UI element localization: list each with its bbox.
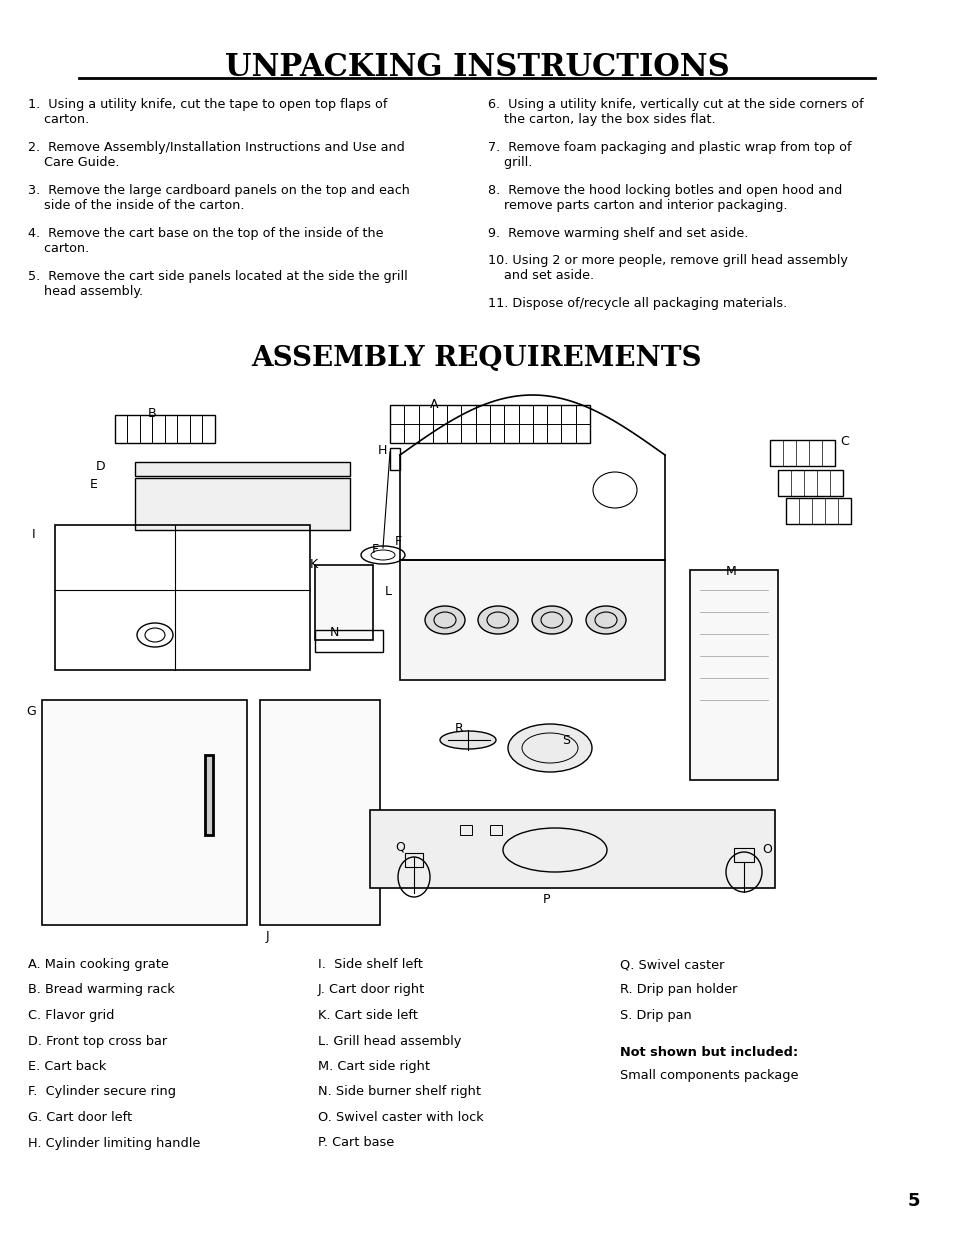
Text: M. Cart side right: M. Cart side right xyxy=(317,1060,430,1073)
Bar xyxy=(390,405,589,443)
Bar xyxy=(390,448,399,471)
Text: J. Cart door right: J. Cart door right xyxy=(317,983,425,997)
Bar xyxy=(42,700,247,925)
Text: I: I xyxy=(32,529,35,541)
Text: S. Drip pan: S. Drip pan xyxy=(619,1009,691,1023)
Bar xyxy=(135,478,350,530)
Bar xyxy=(689,571,778,781)
Text: 8.  Remove the hood locking botles and open hood and
    remove parts carton and: 8. Remove the hood locking botles and op… xyxy=(488,184,841,212)
Bar xyxy=(135,462,350,475)
Text: N: N xyxy=(330,626,339,638)
Text: Small components package: Small components package xyxy=(619,1070,798,1083)
Text: 5.  Remove the cart side panels located at the side the grill
    head assembly.: 5. Remove the cart side panels located a… xyxy=(28,270,407,298)
Bar xyxy=(769,440,834,466)
Text: R: R xyxy=(455,722,463,735)
Bar xyxy=(260,700,379,925)
Text: G: G xyxy=(26,705,35,718)
Ellipse shape xyxy=(585,606,625,634)
Bar xyxy=(370,810,774,888)
Bar xyxy=(459,825,472,835)
Text: P: P xyxy=(542,893,550,906)
Text: L: L xyxy=(385,585,392,598)
Bar xyxy=(314,564,373,640)
Text: R. Drip pan holder: R. Drip pan holder xyxy=(619,983,737,997)
Text: Q: Q xyxy=(395,840,404,853)
Text: 7.  Remove foam packaging and plastic wrap from top of
    grill.: 7. Remove foam packaging and plastic wra… xyxy=(488,141,851,169)
Text: 11. Dispose of/recycle all packaging materials.: 11. Dispose of/recycle all packaging mat… xyxy=(488,296,786,310)
Bar xyxy=(778,471,842,496)
Bar xyxy=(115,415,214,443)
Text: B. Bread warming rack: B. Bread warming rack xyxy=(28,983,174,997)
Text: D. Front top cross bar: D. Front top cross bar xyxy=(28,1035,167,1047)
Text: E. Cart back: E. Cart back xyxy=(28,1060,107,1073)
Bar xyxy=(785,498,850,524)
Text: Q. Swivel caster: Q. Swivel caster xyxy=(619,958,723,971)
Text: E: E xyxy=(90,478,98,492)
Bar xyxy=(205,755,213,835)
Ellipse shape xyxy=(532,606,572,634)
Text: D: D xyxy=(96,459,106,473)
Text: 3.  Remove the large cardboard panels on the top and each
    side of the inside: 3. Remove the large cardboard panels on … xyxy=(28,184,410,212)
Bar xyxy=(733,848,753,862)
Text: M: M xyxy=(725,564,736,578)
Text: 10. Using 2 or more people, remove grill head assembly
    and set aside.: 10. Using 2 or more people, remove grill… xyxy=(488,254,847,282)
Bar xyxy=(405,853,422,867)
Text: O. Swivel caster with lock: O. Swivel caster with lock xyxy=(317,1112,483,1124)
Text: Not shown but included:: Not shown but included: xyxy=(619,1046,798,1060)
Text: O: O xyxy=(761,844,771,856)
Text: 1.  Using a utility knife, cut the tape to open top flaps of
    carton.: 1. Using a utility knife, cut the tape t… xyxy=(28,98,387,126)
Ellipse shape xyxy=(507,724,592,772)
Text: UNPACKING INSTRUCTIONS: UNPACKING INSTRUCTIONS xyxy=(224,52,729,83)
Text: H: H xyxy=(377,445,387,457)
Bar xyxy=(55,525,310,671)
Text: S: S xyxy=(561,734,569,747)
Text: A. Main cooking grate: A. Main cooking grate xyxy=(28,958,169,971)
Text: 5: 5 xyxy=(906,1192,919,1210)
Text: N. Side burner shelf right: N. Side burner shelf right xyxy=(317,1086,480,1098)
Bar xyxy=(399,559,664,680)
Text: C. Flavor grid: C. Flavor grid xyxy=(28,1009,114,1023)
Text: F: F xyxy=(372,543,378,556)
Text: C: C xyxy=(840,435,848,448)
Ellipse shape xyxy=(439,731,496,748)
Text: L. Grill head assembly: L. Grill head assembly xyxy=(317,1035,461,1047)
Text: K: K xyxy=(310,558,317,571)
Text: A: A xyxy=(430,398,438,411)
Ellipse shape xyxy=(424,606,464,634)
Text: ASSEMBLY REQUIREMENTS: ASSEMBLY REQUIREMENTS xyxy=(252,345,701,372)
Bar xyxy=(314,630,382,652)
Text: P. Cart base: P. Cart base xyxy=(317,1136,394,1150)
Text: K. Cart side left: K. Cart side left xyxy=(317,1009,417,1023)
Text: F.  Cylinder secure ring: F. Cylinder secure ring xyxy=(28,1086,175,1098)
Text: J: J xyxy=(266,930,270,944)
Ellipse shape xyxy=(477,606,517,634)
Text: H. Cylinder limiting handle: H. Cylinder limiting handle xyxy=(28,1136,200,1150)
Text: I.  Side shelf left: I. Side shelf left xyxy=(317,958,422,971)
Text: G. Cart door left: G. Cart door left xyxy=(28,1112,132,1124)
Bar xyxy=(490,825,501,835)
Text: B: B xyxy=(148,408,156,420)
Text: 9.  Remove warming shelf and set aside.: 9. Remove warming shelf and set aside. xyxy=(488,227,747,240)
Text: F: F xyxy=(395,535,402,548)
Text: 4.  Remove the cart base on the top of the inside of the
    carton.: 4. Remove the cart base on the top of th… xyxy=(28,227,383,254)
Text: 6.  Using a utility knife, vertically cut at the side corners of
    the carton,: 6. Using a utility knife, vertically cut… xyxy=(488,98,862,126)
Text: 2.  Remove Assembly/Installation Instructions and Use and
    Care Guide.: 2. Remove Assembly/Installation Instruct… xyxy=(28,141,404,169)
